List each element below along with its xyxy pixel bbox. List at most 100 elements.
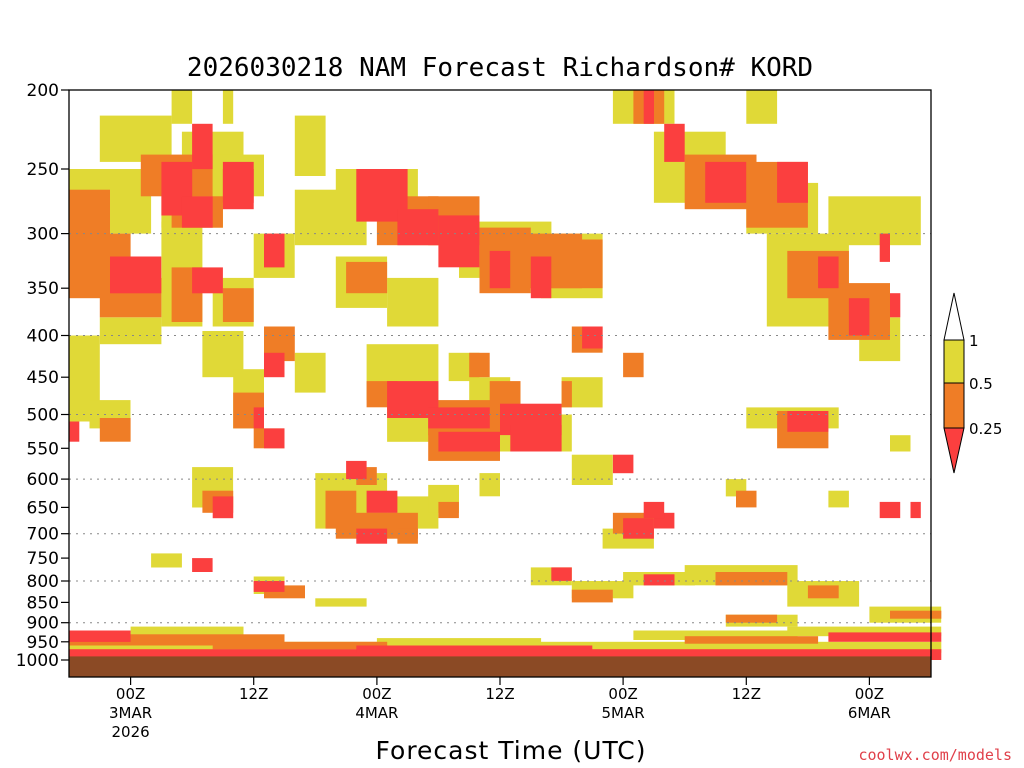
ri-cell-r-158 [69, 630, 131, 642]
ri-cell-r-143 [212, 496, 234, 519]
x-tick-label-42-0: 12Z [485, 685, 514, 703]
x-tick-label-54-1: 5MAR [602, 704, 645, 722]
ri-cell-y-25 [99, 317, 162, 345]
ri-cell-r-121 [397, 209, 439, 246]
y-tick-label-600: 600 [27, 470, 59, 490]
ri-cell-o-99 [438, 501, 459, 519]
ri-cell-r-150 [643, 501, 665, 519]
ri-cell-r-127 [264, 233, 285, 268]
ri-cell-y-47 [828, 490, 849, 508]
x-tick-label-30-1: 4MAR [355, 704, 398, 722]
ri-cell-r-132 [69, 421, 80, 442]
ri-cell-y-38 [890, 435, 911, 452]
ri-cell-y-3 [746, 90, 778, 124]
y-tick-label-250: 250 [27, 160, 59, 180]
ri-cell-r-111 [643, 90, 654, 124]
ri-cell-r-135 [264, 428, 285, 449]
ri-cell-y-22 [387, 277, 439, 327]
ri-cell-r-151 [879, 501, 901, 519]
ri-cell-r-115 [222, 169, 254, 203]
y-axis-ticks: 200 250 300 350 400 450 500 550 600 650 700 750 8008… [16, 81, 69, 671]
ri-cell-o-90 [561, 381, 572, 408]
y-tick-label-950: 950 [27, 633, 59, 653]
ri-cell-r-131 [879, 233, 890, 262]
ri-cell-o-107 [890, 610, 942, 619]
ri-cell-o-108 [69, 634, 285, 646]
colorbar-white-triangle [943, 292, 965, 341]
ri-cell-o-92 [623, 352, 644, 378]
y-tick-label-750: 750 [27, 549, 59, 569]
plot-area [69, 90, 942, 677]
ri-cell-r-144 [346, 460, 367, 480]
ri-cell-y-29 [294, 352, 326, 393]
ri-cell-o-78 [346, 261, 388, 294]
colorbar-orange [943, 382, 965, 429]
ri-cell-y-1 [222, 90, 234, 124]
credit-text: coolwx.com/models [858, 746, 1012, 764]
x-axis-label: Forecast Time (UTC) [376, 736, 647, 765]
ri-cell-y-60 [376, 638, 542, 648]
x-tick-label-66-0: 12Z [732, 685, 761, 703]
y-tick-label-900: 900 [27, 614, 59, 634]
ri-cell-r-124 [530, 256, 552, 299]
ri-cell-r-140 [510, 425, 562, 452]
ri-cell-r-145 [366, 490, 398, 513]
colorbar-label-2: 0.25 [969, 420, 1002, 438]
ri-cell-r-155 [551, 567, 572, 581]
ri-cell-o-81 [99, 418, 131, 442]
ri-cell-r-159 [356, 645, 593, 653]
ri-cell-r-116 [664, 123, 685, 162]
ri-cell-r-137 [428, 407, 490, 429]
colorbar-label-1: 0.5 [969, 375, 993, 393]
ri-cell-r-146 [356, 528, 388, 544]
ri-cell-r-119 [181, 196, 213, 228]
y-tick-label-850: 850 [27, 593, 59, 613]
ri-cell-r-125 [110, 256, 162, 294]
ri-cell-r-141 [582, 326, 603, 349]
ri-cell-r-129 [848, 298, 870, 336]
y-tick-label-1000: 1000 [16, 651, 59, 671]
ri-cell-o-110 [684, 636, 819, 644]
ri-cell-r-134 [253, 407, 264, 429]
ri-cell-r-154 [253, 581, 285, 592]
x-tick-label-6-2: 2026 [112, 723, 150, 741]
x-tick-label-54-0: 00Z [608, 685, 637, 703]
x-tick-label-6-0: 00Z [116, 685, 145, 703]
y-tick-label-650: 650 [27, 498, 59, 518]
ri-cell-r-153 [192, 558, 213, 572]
ri-cell-o-98 [397, 528, 418, 544]
ri-cell-y-48 [151, 553, 182, 568]
ri-cell-r-123 [489, 250, 511, 289]
y-tick-label-550: 550 [27, 439, 59, 459]
ri-cell-r-160 [828, 632, 942, 642]
x-tick-label-18-0: 12Z [239, 685, 268, 703]
ri-cell-y-44 [571, 454, 613, 485]
ri-cell-y-59 [130, 626, 244, 639]
colorbar-label-0: 1 [969, 332, 979, 350]
ri-cell-y-50 [315, 598, 367, 607]
ri-cell-r-128 [818, 256, 839, 289]
ri-cell-y-6 [294, 115, 326, 176]
ri-cell-r-147 [612, 454, 634, 474]
y-tick-label-400: 400 [27, 327, 59, 347]
x-tick-label-30-0: 00Z [362, 685, 391, 703]
x-tick-label-78-1: 6MAR [848, 704, 891, 722]
ri-cell-r-112 [192, 123, 213, 170]
x-tick-label-78-0: 00Z [855, 685, 884, 703]
y-tick-label-700: 700 [27, 525, 59, 545]
ri-cell-y-61 [633, 630, 798, 640]
y-tick-label-450: 450 [27, 368, 59, 388]
ri-cell-r-126 [192, 267, 223, 294]
ri-cell-o-73 [551, 239, 603, 289]
ri-cell-o-87 [469, 352, 490, 378]
ri-cell-o-105 [807, 585, 839, 599]
chart-title: 2026030218 NAM Forecast Richardson# KORD [187, 53, 813, 83]
ri-cell-r-142 [787, 411, 829, 432]
ground-fill [69, 656, 931, 677]
colorbar-yellow [943, 339, 965, 384]
ri-cell-o-77 [222, 288, 254, 322]
ri-cell-r-148 [623, 518, 654, 539]
ri-cell-y-43 [479, 473, 500, 497]
